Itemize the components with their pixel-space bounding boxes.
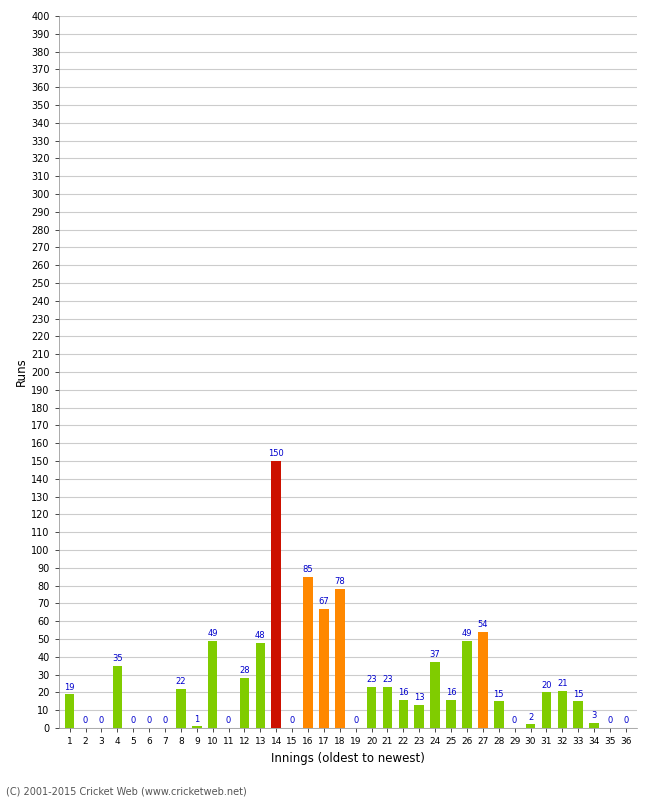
- Bar: [319, 609, 329, 728]
- Bar: [192, 726, 202, 728]
- Text: 2: 2: [528, 713, 533, 722]
- Text: 0: 0: [353, 716, 358, 726]
- Y-axis label: Runs: Runs: [15, 358, 28, 386]
- Text: 1: 1: [194, 714, 200, 723]
- Text: 78: 78: [335, 578, 345, 586]
- Text: 20: 20: [541, 681, 552, 690]
- Bar: [240, 678, 249, 728]
- Text: 19: 19: [64, 682, 75, 691]
- Bar: [590, 722, 599, 728]
- Text: 21: 21: [557, 679, 567, 688]
- Bar: [447, 699, 456, 728]
- Text: 85: 85: [303, 565, 313, 574]
- Text: 3: 3: [592, 711, 597, 720]
- Text: 150: 150: [268, 450, 284, 458]
- Text: 0: 0: [289, 716, 294, 726]
- Text: 22: 22: [176, 677, 186, 686]
- Bar: [383, 687, 392, 728]
- Bar: [398, 699, 408, 728]
- Text: 48: 48: [255, 631, 266, 640]
- Text: 23: 23: [382, 675, 393, 684]
- Text: 13: 13: [414, 693, 424, 702]
- Bar: [415, 705, 424, 728]
- Text: 67: 67: [318, 597, 330, 606]
- Text: 0: 0: [83, 716, 88, 726]
- Bar: [255, 642, 265, 728]
- Bar: [558, 690, 567, 728]
- Text: 0: 0: [623, 716, 629, 726]
- Bar: [208, 641, 218, 728]
- Bar: [176, 689, 186, 728]
- Bar: [65, 694, 74, 728]
- Text: 0: 0: [512, 716, 517, 726]
- Text: 37: 37: [430, 650, 441, 659]
- Text: 0: 0: [162, 716, 168, 726]
- Text: 15: 15: [573, 690, 584, 698]
- Bar: [367, 687, 376, 728]
- Text: 0: 0: [226, 716, 231, 726]
- Text: 0: 0: [131, 716, 136, 726]
- Bar: [573, 702, 583, 728]
- Text: 15: 15: [493, 690, 504, 698]
- Text: 23: 23: [367, 675, 377, 684]
- X-axis label: Innings (oldest to newest): Innings (oldest to newest): [271, 751, 424, 765]
- Bar: [494, 702, 504, 728]
- Text: 49: 49: [462, 629, 472, 638]
- Text: 0: 0: [146, 716, 151, 726]
- Bar: [112, 666, 122, 728]
- Text: (C) 2001-2015 Cricket Web (www.cricketweb.net): (C) 2001-2015 Cricket Web (www.cricketwe…: [6, 786, 247, 796]
- Bar: [478, 632, 488, 728]
- Bar: [335, 589, 344, 728]
- Text: 16: 16: [398, 688, 409, 697]
- Text: 16: 16: [446, 688, 456, 697]
- Text: 0: 0: [607, 716, 612, 726]
- Text: 49: 49: [207, 629, 218, 638]
- Text: 54: 54: [478, 620, 488, 630]
- Text: 0: 0: [99, 716, 104, 726]
- Bar: [304, 577, 313, 728]
- Bar: [526, 725, 536, 728]
- Bar: [430, 662, 440, 728]
- Bar: [462, 641, 472, 728]
- Bar: [272, 461, 281, 728]
- Bar: [541, 693, 551, 728]
- Text: 28: 28: [239, 666, 250, 675]
- Text: 35: 35: [112, 654, 123, 663]
